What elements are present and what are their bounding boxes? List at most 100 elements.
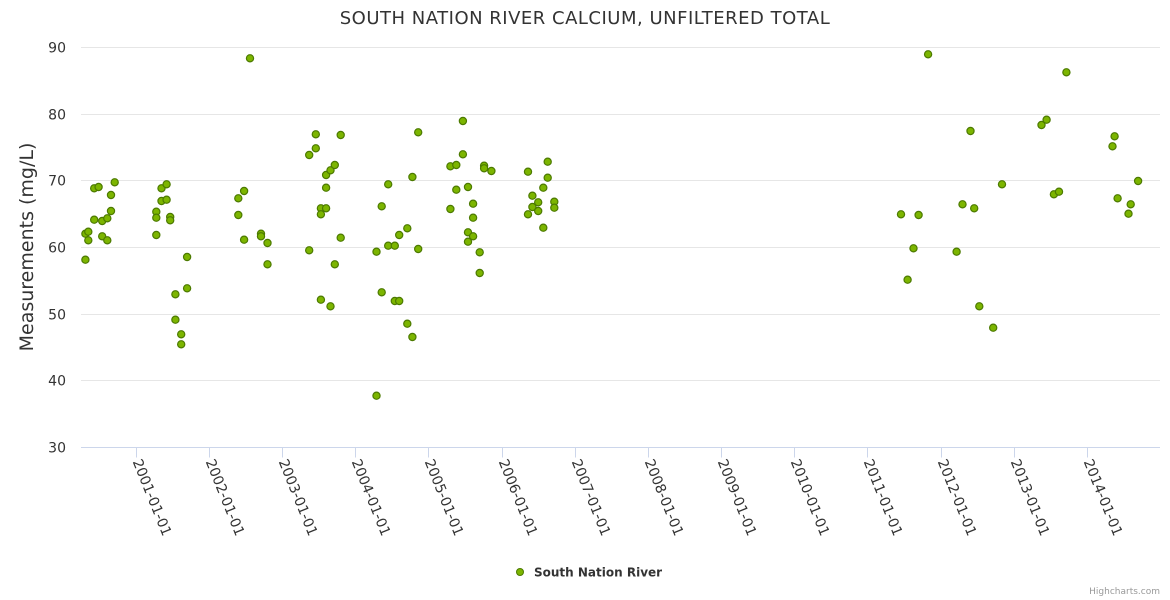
data-point[interactable] — [311, 130, 320, 139]
data-point[interactable] — [103, 236, 112, 245]
data-point[interactable] — [403, 224, 412, 233]
data-point[interactable] — [330, 160, 339, 170]
data-point[interactable] — [372, 391, 381, 400]
data-point[interactable] — [543, 157, 552, 166]
data-point[interactable] — [923, 50, 933, 59]
data-point[interactable] — [330, 260, 339, 269]
data-point[interactable] — [468, 232, 478, 241]
data-point[interactable] — [110, 178, 119, 187]
data-point[interactable] — [1113, 194, 1122, 203]
data-point[interactable] — [446, 204, 455, 214]
legend-marker-icon[interactable] — [516, 568, 524, 576]
data-point[interactable] — [966, 126, 975, 136]
data-point[interactable] — [1110, 132, 1119, 141]
data-point[interactable] — [239, 235, 249, 244]
data-point[interactable] — [539, 183, 548, 192]
data-point[interactable] — [896, 210, 906, 219]
data-point[interactable] — [1133, 176, 1143, 186]
data-point[interactable] — [1126, 200, 1135, 209]
data-point[interactable] — [316, 295, 326, 304]
data-point[interactable] — [84, 236, 93, 245]
data-point[interactable] — [89, 215, 99, 224]
data-point[interactable] — [311, 144, 320, 153]
data-point[interactable] — [1062, 68, 1071, 77]
data-point[interactable] — [106, 190, 116, 200]
data-point[interactable] — [458, 150, 468, 159]
data-point[interactable] — [528, 191, 537, 200]
data-point[interactable] — [958, 200, 967, 209]
data-point[interactable] — [487, 166, 496, 176]
data-point[interactable] — [952, 247, 961, 256]
data-point[interactable] — [909, 244, 918, 253]
data-point[interactable] — [321, 204, 331, 213]
data-point[interactable] — [182, 284, 192, 293]
data-point[interactable] — [103, 214, 112, 223]
legend[interactable]: South Nation River — [516, 566, 663, 580]
data-point[interactable] — [390, 241, 399, 250]
data-point[interactable] — [408, 332, 417, 342]
data-point[interactable] — [182, 252, 192, 262]
data-point[interactable] — [452, 185, 461, 194]
data-point[interactable] — [106, 206, 116, 216]
data-point[interactable] — [414, 244, 423, 254]
data-point[interactable] — [316, 210, 326, 219]
data-point[interactable] — [975, 302, 984, 311]
data-point[interactable] — [475, 248, 484, 257]
data-point[interactable] — [1108, 142, 1117, 151]
data-point[interactable] — [326, 302, 335, 311]
data-point[interactable] — [336, 130, 345, 140]
data-point[interactable] — [171, 290, 180, 299]
data-point[interactable] — [94, 182, 103, 192]
data-point[interactable] — [81, 255, 90, 264]
data-point[interactable] — [523, 167, 533, 176]
data-point[interactable] — [171, 315, 180, 324]
data-point[interactable] — [176, 330, 186, 339]
data-point[interactable] — [523, 210, 533, 219]
data-point[interactable] — [263, 260, 272, 269]
data-point[interactable] — [475, 268, 484, 278]
data-point[interactable] — [305, 150, 314, 160]
data-point[interactable] — [321, 183, 331, 192]
data-point[interactable] — [176, 340, 186, 349]
data-point[interactable] — [234, 210, 243, 220]
data-point[interactable] — [452, 160, 461, 170]
data-point[interactable] — [162, 180, 171, 189]
data-point[interactable] — [458, 116, 468, 126]
data-point[interactable] — [539, 223, 548, 232]
data-point[interactable] — [239, 186, 249, 196]
data-point[interactable] — [989, 323, 998, 332]
data-point[interactable] — [1054, 187, 1064, 196]
data-point[interactable] — [256, 232, 266, 241]
data-point[interactable] — [245, 54, 255, 63]
data-point[interactable] — [165, 216, 175, 225]
data-point[interactable] — [1037, 120, 1046, 130]
data-point[interactable] — [384, 180, 393, 189]
data-point[interactable] — [377, 288, 386, 297]
data-point[interactable] — [263, 238, 272, 248]
data-point[interactable] — [534, 198, 543, 207]
data-point[interactable] — [997, 180, 1007, 189]
data-point[interactable] — [1042, 115, 1051, 124]
data-point[interactable] — [336, 233, 345, 242]
data-point[interactable] — [372, 247, 381, 256]
data-point[interactable] — [463, 182, 473, 192]
data-point[interactable] — [543, 173, 552, 182]
data-point[interactable] — [463, 237, 473, 246]
data-point[interactable] — [84, 227, 93, 236]
data-point[interactable] — [468, 213, 478, 222]
data-point[interactable] — [326, 166, 335, 175]
data-point[interactable] — [395, 296, 404, 306]
data-point[interactable] — [414, 128, 423, 137]
data-point[interactable] — [305, 246, 314, 255]
credits-link[interactable]: Highcharts.com — [1089, 587, 1160, 597]
data-point[interactable] — [403, 319, 412, 328]
data-point[interactable] — [377, 202, 386, 211]
data-point[interactable] — [528, 202, 537, 212]
legend-item-south-nation-river[interactable]: South Nation River — [534, 566, 662, 580]
data-point[interactable] — [162, 195, 171, 204]
data-point[interactable] — [152, 230, 161, 240]
data-point[interactable] — [152, 213, 161, 222]
data-point[interactable] — [479, 164, 489, 173]
data-point[interactable] — [408, 172, 417, 182]
data-point[interactable] — [234, 194, 243, 203]
